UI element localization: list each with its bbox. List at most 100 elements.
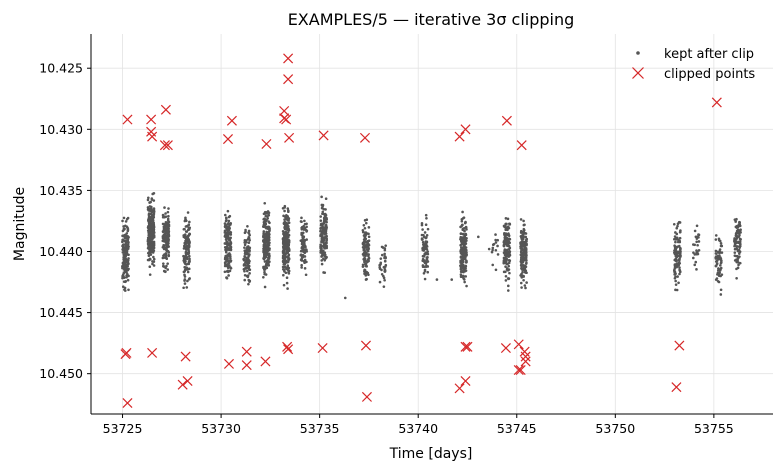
kept-point <box>738 250 741 253</box>
kept-point <box>147 212 151 215</box>
kept-point <box>738 233 741 237</box>
kept-point <box>678 266 681 269</box>
kept-point <box>226 263 229 266</box>
kept-point <box>506 225 510 229</box>
kept-point <box>673 244 676 247</box>
kept-point <box>228 242 231 245</box>
kept-point <box>494 241 498 244</box>
kept-point <box>735 238 738 241</box>
clipped-point <box>513 364 524 376</box>
x-marker-stroke <box>162 140 173 151</box>
kept-point <box>302 224 305 228</box>
kept-point <box>365 277 368 281</box>
kept-point <box>504 265 507 268</box>
kept-point <box>491 246 495 250</box>
kept-point <box>281 259 285 263</box>
clipped-point <box>241 360 252 371</box>
kept-point <box>424 223 428 226</box>
clipped-points <box>120 53 722 409</box>
kept-point <box>268 260 271 263</box>
kept-point <box>508 237 512 241</box>
kept-point <box>282 283 286 287</box>
kept-point <box>263 285 267 289</box>
clipped-point <box>454 383 465 394</box>
kept-point <box>263 270 266 274</box>
kept-point <box>245 247 249 251</box>
kept-point <box>695 235 699 239</box>
kept-point <box>126 227 130 231</box>
kept-point <box>151 236 155 240</box>
x-marker-stroke <box>223 358 235 369</box>
kept-point <box>284 216 288 219</box>
kept-point <box>183 279 186 282</box>
kept-point <box>525 281 528 284</box>
clipped-point <box>513 339 524 350</box>
kept-point <box>300 266 303 269</box>
kept-point <box>287 244 290 247</box>
kept-point <box>502 261 506 264</box>
kept-point <box>224 234 227 238</box>
clipped-point <box>182 375 193 387</box>
kept-point <box>262 266 265 270</box>
kept-point <box>187 260 191 264</box>
kept-point <box>714 257 718 260</box>
kept-point <box>123 289 127 292</box>
kept-point <box>716 279 720 283</box>
kept-point <box>283 209 286 213</box>
clipped-point <box>516 140 527 151</box>
kept-point <box>384 255 387 259</box>
kept-point <box>229 256 232 260</box>
kept-point <box>164 212 167 215</box>
kept-point <box>184 255 187 259</box>
kept-point <box>523 251 527 255</box>
kept-point <box>161 256 165 260</box>
kept-point <box>363 256 366 260</box>
clipped-point <box>260 356 271 367</box>
kept-point <box>464 264 468 268</box>
kept-point <box>152 210 156 214</box>
clipped-point <box>122 114 133 125</box>
kept-point <box>367 226 371 229</box>
kept-point <box>462 278 466 281</box>
kept-point <box>522 227 526 231</box>
kept-point <box>364 221 368 225</box>
kept-point <box>504 274 508 278</box>
kept-point <box>460 219 464 223</box>
kept-point <box>504 232 508 235</box>
kept-point <box>242 257 245 261</box>
kept-point <box>521 274 524 278</box>
x-marker-stroke <box>241 360 252 371</box>
kept-point <box>183 227 186 231</box>
kept-point <box>183 275 187 278</box>
clipped-point <box>283 344 294 355</box>
kept-point <box>673 268 676 272</box>
kept-point <box>674 240 677 244</box>
kept-point <box>246 275 250 279</box>
kept-point <box>152 221 155 225</box>
kept-point <box>363 269 366 273</box>
kept-point <box>421 240 425 244</box>
y-tick-label: 10.435 <box>39 183 83 198</box>
kept-point <box>187 245 191 248</box>
kept-point <box>151 219 155 222</box>
kept-point <box>162 238 165 242</box>
kept-point <box>426 256 429 259</box>
kept-point <box>460 223 464 227</box>
kept-point <box>319 219 323 222</box>
clipped-point <box>282 341 293 352</box>
kept-point <box>361 229 365 232</box>
x-marker-stroke <box>241 346 252 357</box>
kept-point <box>121 240 124 244</box>
kept-point <box>122 228 126 231</box>
kept-point <box>266 231 270 235</box>
kept-point <box>286 287 289 290</box>
kept-point <box>465 260 468 264</box>
clipped-point <box>284 132 295 143</box>
kept-point <box>322 230 326 234</box>
kept-point <box>121 238 125 242</box>
kept-point <box>464 253 468 256</box>
legend-label-kept: kept after clip <box>664 47 754 62</box>
kept-point <box>263 242 267 246</box>
kept-point <box>283 206 286 209</box>
kept-point <box>695 240 698 244</box>
